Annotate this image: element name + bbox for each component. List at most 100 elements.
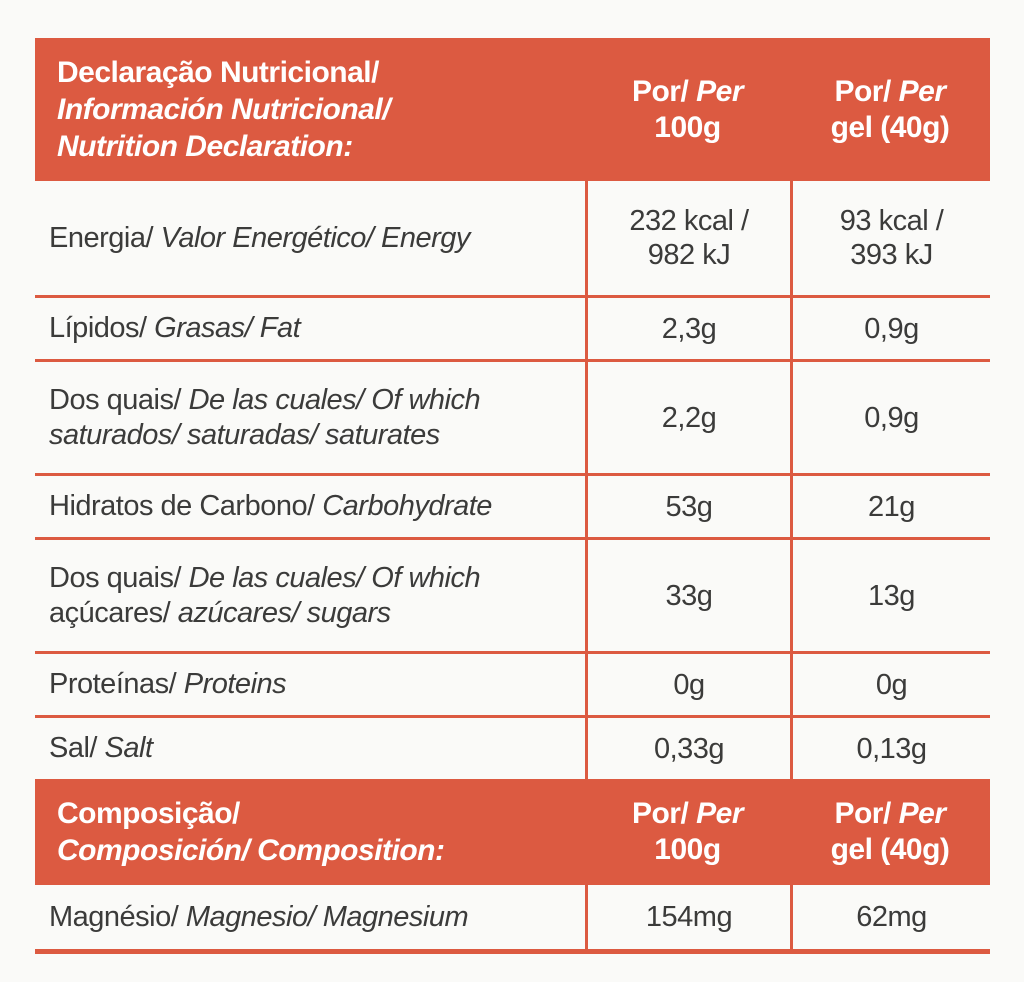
value-per-gel: 0g	[790, 654, 990, 715]
text-line: Composición/ Composition:	[57, 832, 575, 869]
text-line: Composição/	[57, 795, 575, 832]
text-part: 100g	[654, 833, 721, 866]
text-part: Información Nutricional/	[57, 93, 391, 126]
text-line: 393 kJ	[797, 238, 986, 272]
text-line: Por/ Per	[794, 74, 986, 110]
text-part: 100g	[654, 110, 721, 144]
text-part: Grasas/ Fat	[154, 312, 301, 344]
value-per-gel: 62mg	[790, 885, 990, 949]
text-part: Proteínas/	[49, 668, 184, 700]
text-part: 2,3g	[661, 312, 717, 345]
text-line: açúcares/ azúcares/ sugars	[49, 596, 575, 631]
value-per-100g: 0g	[585, 654, 790, 715]
text-part: 0g	[875, 668, 908, 701]
text-part: 13g	[868, 579, 915, 612]
text-line: 13g	[797, 579, 986, 613]
value-per-gel: 13g	[790, 540, 990, 651]
text-part: 21g	[868, 490, 915, 523]
text-part: Per	[898, 797, 946, 830]
text-part: 232 kcal /	[629, 205, 749, 237]
text-line: 2,2g	[592, 401, 786, 435]
nutrition-table: Declaração Nutricional/Información Nutri…	[35, 38, 990, 954]
table-row: Lípidos/ Grasas/ Fat 2,3g 0,9g	[35, 295, 990, 359]
value-per-gel: 93 kcal /393 kJ	[790, 181, 990, 295]
text-line: 982 kJ	[592, 238, 786, 272]
row-label: Sal/ Salt	[35, 718, 585, 779]
text-line: gel (40g)	[794, 110, 986, 146]
text-line: 53g	[592, 490, 786, 524]
text-part: 393 kJ	[850, 239, 933, 271]
text-line: Por/ Per	[589, 796, 786, 832]
text-part: Sal/	[49, 732, 105, 764]
text-part: Dos quais/	[49, 383, 189, 416]
text-line: Declaração Nutricional/	[57, 54, 575, 91]
text-line: 100g	[589, 832, 786, 868]
section-title: Declaração Nutricional/Información Nutri…	[35, 38, 585, 181]
text-line: 0,33g	[592, 732, 786, 766]
text-part: Dos quais/	[49, 561, 189, 594]
section-header: Composição/Composición/ Composition: Por…	[35, 779, 990, 885]
text-line: Sal/ Salt	[49, 731, 575, 766]
text-line: Información Nutricional/	[57, 91, 575, 128]
text-line: 0g	[592, 668, 786, 702]
text-part: Nutrition Declaration:	[57, 130, 353, 163]
section-title: Composição/Composición/ Composition:	[35, 779, 585, 885]
row-label: Hidratos de Carbono/ Carbohydrate	[35, 476, 585, 537]
text-part: Salt	[104, 732, 153, 764]
text-line: saturados/ saturadas/ saturates	[49, 418, 575, 453]
text-line: 33g	[592, 579, 786, 613]
text-line: 232 kcal /	[592, 204, 786, 238]
value-per-gel: 0,9g	[790, 362, 990, 473]
text-part: Por/	[834, 797, 899, 830]
row-label: Dos quais/ De las cuales/ Of which açúcar…	[35, 540, 585, 651]
text-line: Nutrition Declaration:	[57, 128, 575, 165]
text-part: Por/	[631, 797, 697, 830]
text-part: Composición/ Composition:	[57, 834, 445, 867]
text-line: 0,9g	[797, 312, 986, 346]
text-part: 0,9g	[864, 401, 919, 434]
text-part: De las cuales/ Of which	[188, 383, 481, 416]
text-part: 982 kJ	[647, 239, 731, 271]
value-per-100g: 2,3g	[585, 298, 790, 359]
table-row: Magnésio/ Magnesio/ Magnesium 154mg 62mg	[35, 885, 990, 949]
text-part: 154mg	[645, 901, 733, 933]
text-part: Por/	[834, 74, 899, 108]
text-line: Dos quais/ De las cuales/ Of which	[49, 383, 575, 418]
table-row: Energia/ Valor Energético/ Energy 232 kc…	[35, 181, 990, 295]
text-part: Per	[696, 797, 744, 830]
text-part: 33g	[665, 579, 713, 612]
text-part: 2,2g	[661, 401, 717, 434]
text-part: Magnésio/	[49, 900, 186, 933]
table-row: Hidratos de Carbono/ Carbohydrate 53g 21…	[35, 473, 990, 537]
value-per-100g: 0,33g	[585, 718, 790, 779]
text-part: gel (40g)	[830, 110, 950, 144]
text-part: 0g	[673, 668, 705, 701]
value-per-100g: 2,2g	[585, 362, 790, 473]
text-line: 2,3g	[592, 312, 786, 346]
text-part: saturados/ saturadas/ saturates	[49, 418, 440, 451]
text-part: Declaração Nutricional/	[57, 56, 379, 89]
column-header-per-100g: Por/ Per 100g	[585, 779, 790, 885]
row-label: Dos quais/ De las cuales/ Of which satura…	[35, 362, 585, 473]
text-part: azúcares/ sugars	[177, 596, 391, 629]
table-row: Proteínas/ Proteins 0g 0g	[35, 651, 990, 715]
text-part: Hidratos de Carbono/	[49, 490, 323, 522]
text-part: açúcares/	[49, 596, 178, 629]
text-line: Por/ Per	[794, 796, 986, 832]
text-part: 53g	[665, 490, 713, 523]
value-per-gel: 0,9g	[790, 298, 990, 359]
value-per-100g: 154mg	[585, 885, 790, 949]
text-part: Composição/	[57, 797, 240, 830]
row-label: Energia/ Valor Energético/ Energy	[35, 181, 585, 295]
text-line: Hidratos de Carbono/ Carbohydrate	[49, 489, 575, 524]
text-part: Proteins	[183, 668, 287, 700]
row-label: Lípidos/ Grasas/ Fat	[35, 298, 585, 359]
text-part: 0,33g	[653, 732, 725, 765]
text-line: Lípidos/ Grasas/ Fat	[49, 311, 575, 346]
text-part: gel (40g)	[830, 833, 950, 866]
column-header-per-gel: Por/ Per gel (40g)	[790, 779, 990, 885]
text-line: Dos quais/ De las cuales/ Of which	[49, 561, 575, 596]
section-header: Declaração Nutricional/Información Nutri…	[35, 38, 990, 181]
text-part: Carbohydrate	[322, 490, 492, 522]
text-line: 62mg	[797, 900, 986, 934]
